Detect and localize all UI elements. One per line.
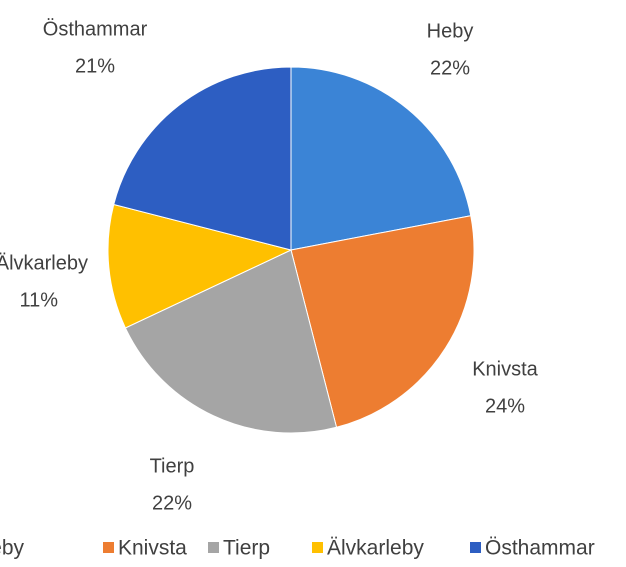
data-label-name: Östhammar (43, 18, 148, 40)
legend-label: Östhammar (485, 537, 595, 560)
legend-label: Älvkarleby (327, 537, 424, 560)
data-label-value: 21% (75, 55, 115, 77)
data-label-name: Tierp (150, 455, 195, 477)
data-label-value: 24% (485, 395, 525, 417)
legend-label: Knivsta (118, 537, 187, 560)
legend-label: Heby (0, 537, 25, 560)
legend-swatch (208, 542, 219, 553)
legend-swatch (103, 542, 114, 553)
data-label-name: Älvkarleby (0, 252, 88, 274)
data-label-name: Heby (427, 20, 474, 42)
data-label-value: 11% (19, 289, 58, 311)
data-label-value: 22% (430, 57, 470, 79)
data-label-value: 22% (152, 492, 192, 514)
pie-slice (124, 249, 338, 434)
legend-label: Tierp (223, 537, 270, 560)
data-label-name: Knivsta (472, 358, 538, 380)
pie-slice (107, 203, 293, 329)
pie-slice (113, 66, 292, 251)
legend-swatch (312, 542, 323, 553)
pie-slice (290, 66, 472, 251)
pie-slice (290, 215, 475, 428)
legend-swatch (470, 542, 481, 553)
